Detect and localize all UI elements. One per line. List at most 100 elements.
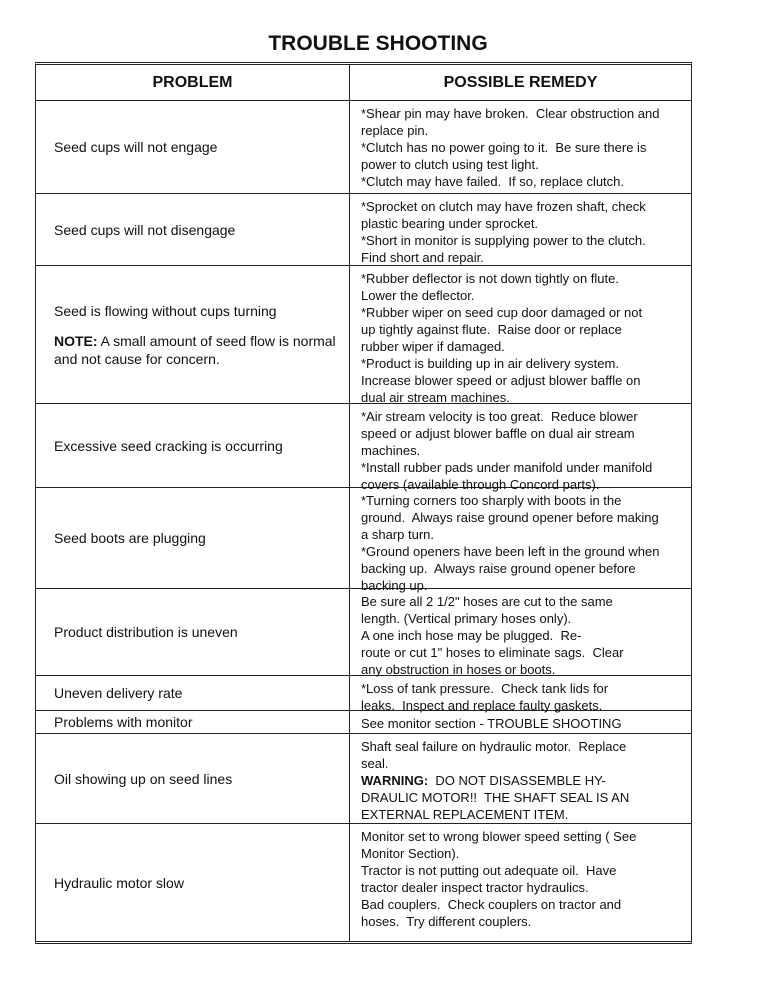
- remedy-line: *Turning corners too sharply with boots …: [361, 492, 691, 509]
- remedy-text: *Sprocket on clutch may have frozen shaf…: [361, 199, 646, 214]
- remedy-line: ground. Always raise ground opener befor…: [361, 509, 691, 526]
- remedy-text: backing up. Always raise ground opener b…: [361, 561, 636, 576]
- remedy-text: *Shear pin may have broken. Clear obstru…: [361, 106, 660, 121]
- remedy-text: any obstruction in hoses or boots.: [361, 662, 556, 677]
- remedy-line: seal.: [361, 755, 691, 772]
- table-header: PROBLEM POSSIBLE REMEDY: [36, 65, 691, 101]
- remedy-text: plastic bearing under sprocket.: [361, 216, 539, 231]
- warning-label: WARNING:: [361, 773, 429, 788]
- remedy-text: Lower the deflector.: [361, 288, 475, 303]
- problem-text: Excessive seed cracking is occurring: [54, 437, 283, 454]
- remedy-cell: *Turning corners too sharply with boots …: [350, 488, 691, 593]
- remedy-line: *Shear pin may have broken. Clear obstru…: [361, 105, 691, 122]
- remedy-text: *Loss of tank pressure. Check tank lids …: [361, 681, 609, 696]
- remedy-text: Shaft seal failure on hydraulic motor. R…: [361, 739, 627, 754]
- remedy-line: *Air stream velocity is too great. Reduc…: [361, 408, 691, 425]
- header-remedy: POSSIBLE REMEDY: [443, 74, 598, 91]
- remedy-text: Bad couplers. Check couplers on tractor …: [361, 897, 622, 912]
- problem-cell: Product distribution is uneven: [36, 589, 350, 675]
- remedy-text: rubber wiper if damaged.: [361, 339, 505, 354]
- remedy-text: *Turning corners too sharply with boots …: [361, 493, 622, 508]
- remedy-text: *Clutch has no power going to it. Be sur…: [361, 140, 647, 155]
- remedy-text: hoses. Try different couplers.: [361, 914, 532, 929]
- problem-cell: Oil showing up on seed lines: [36, 734, 350, 823]
- problem-text: Seed is flowing without cups turning: [54, 302, 277, 319]
- remedy-text: backing up.: [361, 578, 428, 593]
- remedy-line: Increase blower speed or adjust blower b…: [361, 372, 691, 389]
- remedy-line: *Ground openers have been left in the gr…: [361, 543, 691, 560]
- remedy-line: Be sure all 2 1/2" hoses are cut to the …: [361, 593, 691, 610]
- remedy-text: Increase blower speed or adjust blower b…: [361, 373, 641, 388]
- remedy-cell: *Shear pin may have broken. Clear obstru…: [350, 101, 691, 193]
- remedy-line: tractor dealer inspect tractor hydraulic…: [361, 879, 691, 896]
- remedy-line: *Short in monitor is supplying power to …: [361, 232, 691, 249]
- remedy-line: route or cut 1" hoses to eliminate sags.…: [361, 644, 691, 661]
- problem-cell: Hydraulic motor slow: [36, 824, 350, 941]
- table-row: Hydraulic motor slow Monitor set to wrong…: [36, 824, 691, 941]
- remedy-text: *Rubber deflector is not down tightly on…: [361, 271, 619, 286]
- problem-text: Hydraulic motor slow: [54, 874, 184, 891]
- remedy-line: rubber wiper if damaged.: [361, 338, 691, 355]
- remedy-text: Monitor set to wrong blower speed settin…: [361, 829, 637, 844]
- table-row: Oil showing up on seed lines Shaft seal f…: [36, 734, 691, 824]
- remedy-cell: *Loss of tank pressure. Check tank lids …: [350, 676, 691, 713]
- note: NOTE: A small amount of seed flow is nor…: [54, 332, 349, 368]
- remedy-text: *Clutch may have failed. If so, replace …: [361, 174, 625, 189]
- table-row: Uneven delivery rate *Loss of tank pressu…: [36, 676, 691, 713]
- table-row: Seed cups will not engage *Shear pin may …: [36, 101, 691, 194]
- remedy-line: a sharp turn.: [361, 526, 691, 543]
- remedy-line: *Loss of tank pressure. Check tank lids …: [361, 680, 691, 697]
- remedy-text: dual air stream machines.: [361, 390, 510, 405]
- remedy-cell: Shaft seal failure on hydraulic motor. R…: [350, 734, 691, 823]
- remedy-cell: Monitor set to wrong blower speed settin…: [350, 824, 691, 941]
- remedy-line: covers (available through Concord parts)…: [361, 476, 691, 493]
- remedy-line: A one inch hose may be plugged. Re-: [361, 627, 691, 644]
- problem-cell: Seed cups will not engage: [36, 101, 350, 193]
- remedy-line: Monitor set to wrong blower speed settin…: [361, 828, 691, 845]
- note-text: A small amount of seed flow is normal an…: [54, 332, 336, 367]
- problem-text: Uneven delivery rate: [54, 685, 183, 701]
- remedy-line: *Sprocket on clutch may have frozen shaf…: [361, 198, 691, 215]
- remedy-text: speed or adjust blower baffle on dual ai…: [361, 426, 635, 441]
- remedy-line: speed or adjust blower baffle on dual ai…: [361, 425, 691, 442]
- remedy-line: backing up. Always raise ground opener b…: [361, 560, 691, 577]
- remedy-line: replace pin.: [361, 122, 691, 139]
- troubleshooting-table: PROBLEM POSSIBLE REMEDY Seed cups will n…: [35, 62, 692, 944]
- problem-text: Problems with monitor: [54, 714, 193, 730]
- remedy-text: Be sure all 2 1/2" hoses are cut to the …: [361, 594, 613, 609]
- remedy-text: covers (available through Concord parts)…: [361, 477, 600, 492]
- remedy-line: See monitor section - TROUBLE SHOOTING: [361, 715, 691, 732]
- problem-text: Seed cups will not disengage: [54, 221, 236, 238]
- remedy-line: Lower the deflector.: [361, 287, 691, 304]
- table-row: Product distribution is uneven Be sure al…: [36, 589, 691, 678]
- problem-text: Seed boots are plugging: [54, 530, 206, 546]
- remedy-line: EXTERNAL REPLACEMENT ITEM.: [361, 806, 691, 823]
- remedy-line: any obstruction in hoses or boots.: [361, 661, 691, 678]
- remedy-text: leaks. Inspect and replace faulty gasket…: [361, 698, 603, 713]
- remedy-line: machines.: [361, 442, 691, 459]
- remedy-line: power to clutch using test light.: [361, 156, 691, 173]
- remedy-text: route or cut 1" hoses to eliminate sags.…: [361, 645, 624, 660]
- remedy-line: Tractor is not putting out adequate oil.…: [361, 862, 691, 879]
- remedy-cell: Be sure all 2 1/2" hoses are cut to the …: [350, 589, 691, 678]
- remedy-line: Shaft seal failure on hydraulic motor. R…: [361, 738, 691, 755]
- remedy-line: hoses. Try different couplers.: [361, 913, 691, 930]
- problem-cell: Seed cups will not disengage: [36, 194, 350, 265]
- problem-text: Product distribution is uneven: [54, 624, 238, 640]
- remedy-text: *Air stream velocity is too great. Reduc…: [361, 409, 638, 424]
- problem-cell: Excessive seed cracking is occurring: [36, 404, 350, 487]
- remedy-text: Find short and repair.: [361, 250, 484, 265]
- remedy-text: length. (Vertical primary hoses only).: [361, 611, 572, 626]
- remedy-text: *Install rubber pads under manifold unde…: [361, 460, 653, 475]
- remedy-text: up tightly against flute. Raise door or …: [361, 322, 622, 337]
- remedy-line: Find short and repair.: [361, 249, 691, 266]
- problem-text: Oil showing up on seed lines: [54, 770, 233, 787]
- table-row: Seed cups will not disengage *Sprocket on…: [36, 194, 691, 266]
- remedy-text: *Short in monitor is supplying power to …: [361, 233, 646, 248]
- page-title: TROUBLE SHOOTING: [268, 32, 488, 55]
- remedy-text: Tractor is not putting out adequate oil.…: [361, 863, 617, 878]
- remedy-cell: See monitor section - TROUBLE SHOOTING: [350, 711, 691, 733]
- problem-text: Seed cups will not engage: [54, 139, 218, 155]
- table-row: Seed boots are plugging *Turning corners …: [36, 488, 691, 593]
- remedy-text: seal.: [361, 756, 389, 771]
